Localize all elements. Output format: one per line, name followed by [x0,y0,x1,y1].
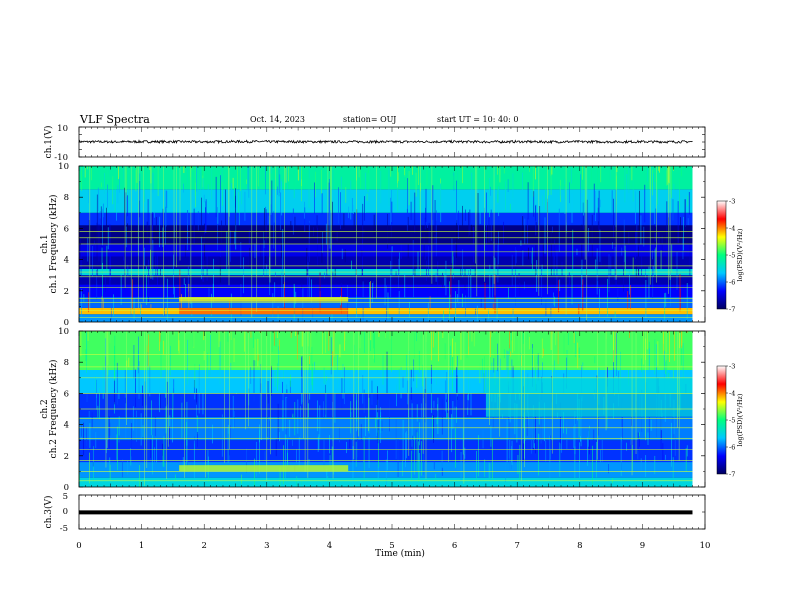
station-label: station= OUJ [343,115,396,124]
ch2-spec-ylabel: ch.2ch.2 Frequency (kHz) [40,360,59,459]
ch3-wave-ylabel: ch.3(V) [43,496,54,529]
spec-ytick-label: 8 [64,193,69,203]
spectrogram-event [485,377,693,417]
colorbar-label: log(PSD)(V²/Hz) [736,393,744,446]
spectrogram-band [79,477,693,487]
ch1-spec-ylabel: ch.1ch.1 Frequency (kHz) [40,195,59,294]
waveform-ch1-panel: 10 -10 ch.1(V) [43,124,706,163]
xtick-label: 7 [514,541,519,551]
xtick-label: 9 [640,541,645,551]
spec-ytick-label: 0 [64,318,69,328]
spec-ytick-label: 10 [58,327,69,337]
colorbar-tick-label: -6 [729,279,735,287]
figure-title: VLF Spectra [79,113,150,126]
colorbar-tick-label: -3 [729,198,735,206]
spectrogram-band [79,416,693,441]
spectrogram-nodata [692,166,705,322]
spec-ytick-label: 8 [64,358,69,368]
spectrogram-band [79,307,693,315]
colorbar [716,200,727,310]
colorbar-tick-label: -5 [729,252,735,260]
spec-ytick-label: 4 [64,256,69,266]
colorbar-tick-label: -4 [729,225,735,233]
colorbar-tick-label: -6 [729,444,735,452]
xtick-label: 2 [201,541,206,551]
spectrogram-event [179,307,349,315]
colorbar-tick-label: -3 [729,363,735,371]
spec-ytick-label: 6 [64,389,69,399]
spectrogram-band [79,314,693,322]
colorbar-tick-label: -7 [729,471,735,479]
spectrogram-band [79,212,693,226]
ch1-ytick-bottom: -10 [54,153,68,163]
spectrogram-band [79,275,693,285]
x-axis-label: Time (min) [375,548,425,559]
date-label: Oct. 14, 2023 [250,115,305,124]
xtick-label: 4 [327,541,332,551]
spectrogram-band [79,440,693,463]
xtick-label: 6 [452,541,457,551]
ch1-wave-ylabel: ch.1(V) [43,126,54,159]
start-time-label: start UT = 10: 40: 0 [437,115,518,124]
spectrogram-event [179,297,349,302]
colorbar-label: log(PSD)(V²/Hz) [736,228,744,281]
xtick-label: 5 [389,541,394,551]
spectrogram-band [79,225,693,244]
xtick-label: 3 [264,541,269,551]
xtick-label: 0 [76,541,81,551]
spec-ytick-label: 6 [64,224,69,234]
spectrogram-nodata [692,331,705,487]
xtick-label: 10 [700,541,711,551]
spectrogram-band [79,256,693,269]
colorbar-tick-label: -5 [729,417,735,425]
ch1-waveform-trace [78,139,693,145]
spectrogram-event [179,465,349,472]
xtick-label: 1 [139,541,144,551]
colorbar-tick-label: -4 [729,390,735,398]
spectrogram-band [79,244,693,257]
colorbar-tick-label: -7 [729,306,735,314]
xtick-label: 8 [577,541,582,551]
spec-ytick-label: 10 [58,162,69,172]
spectrogram-ch2-panel: 0 2 4 6 8 10 ch.2ch.2 Frequency (kHz) -3 -4 -5 -… [40,327,744,493]
ch3-ytick-top: 5 [63,492,68,502]
spec-ytick-label: 0 [64,483,69,493]
spec-ytick-label: 2 [64,287,69,297]
spectrogram-band [79,284,693,298]
waveform-ch3-panel: 5 0 -5 ch.3(V) 0 1 2 3 4 5 6 7 8 9 10 Time (min) [43,127,710,559]
ch1-ytick-top: 10 [57,124,68,134]
spec-ytick-label: 4 [64,421,69,431]
spectrogram-ch1-panel: 0 2 4 6 8 10 ch.1ch.1 Frequency (kHz) -3 -4 -5 -… [40,162,744,328]
ch3-ytick-mid: 0 [63,507,68,517]
ch3-ytick-bottom: -5 [60,524,68,534]
spec-ytick-label: 2 [64,452,69,462]
colorbar [716,365,727,475]
